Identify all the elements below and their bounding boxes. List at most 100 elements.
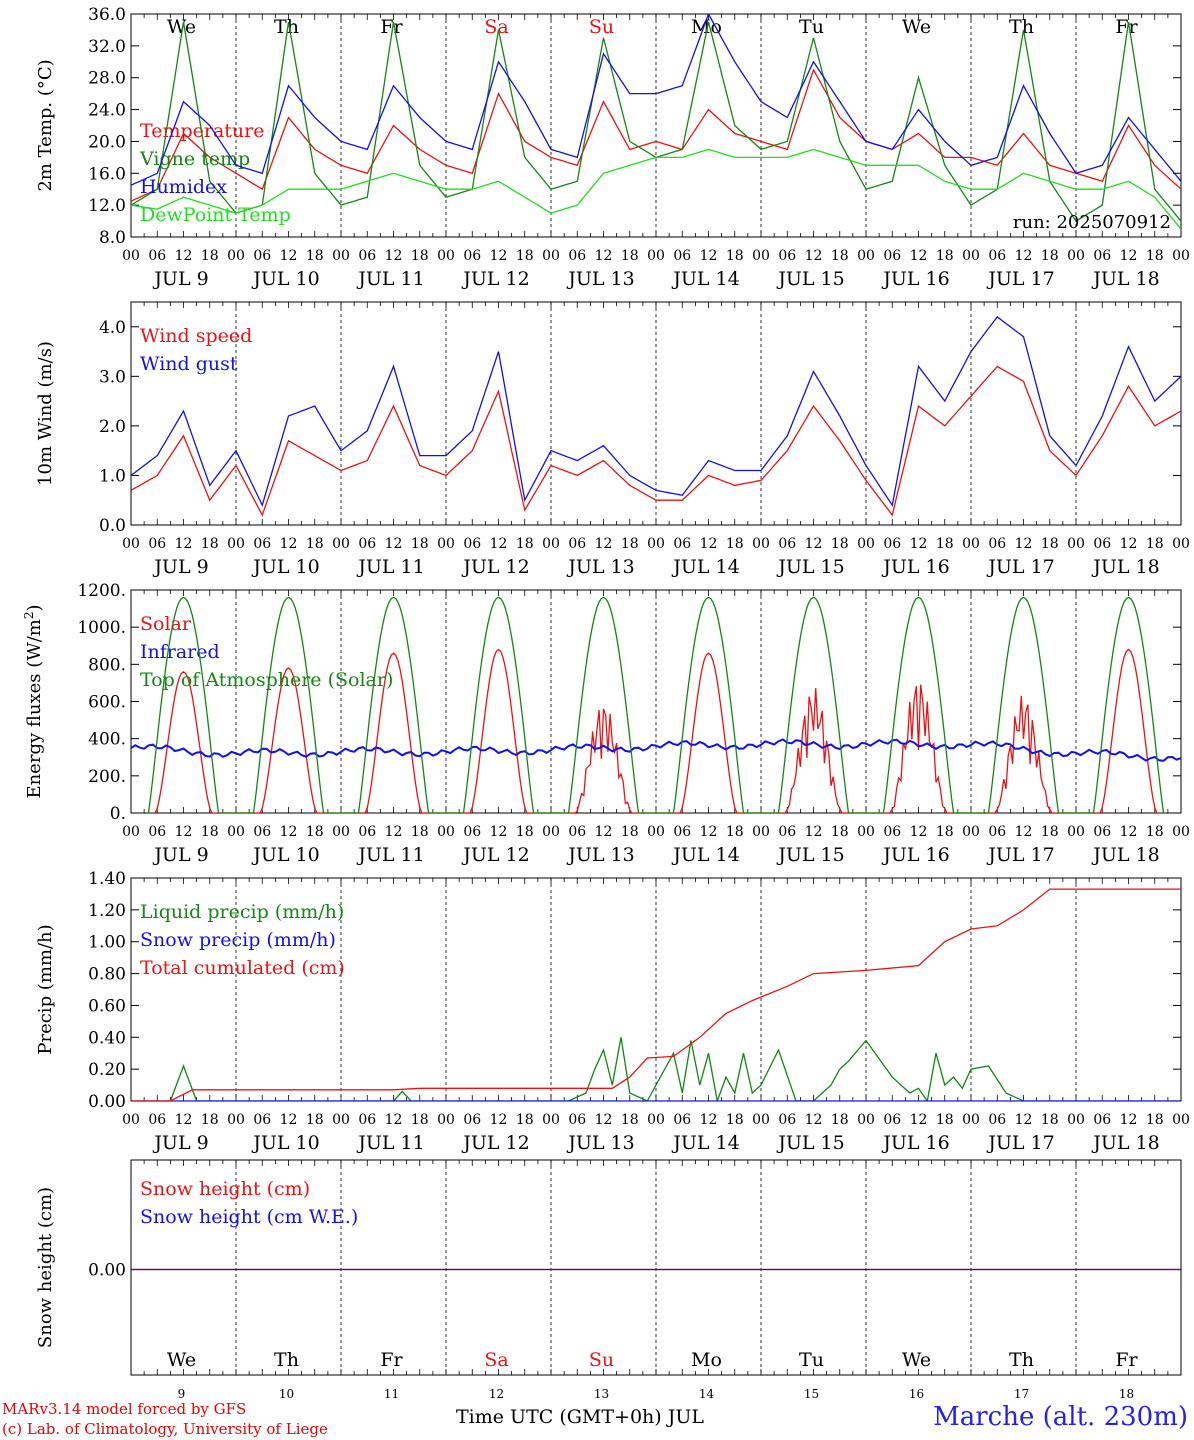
hour-label: 00 — [332, 824, 350, 840]
hour-label: 18 — [936, 536, 954, 552]
hour-label: 18 — [411, 824, 429, 840]
hour-label: 18 — [201, 536, 219, 552]
hour-label: 00 — [437, 824, 455, 840]
day-number-label: 14 — [699, 1387, 715, 1401]
weekday-label: Mo — [691, 16, 722, 38]
panel-5: 0.00 Snow height (cm) We Th Fr Sa Su Mo Tu We Th Fr… — [35, 1159, 1182, 1401]
hour-label: 12 — [385, 536, 403, 552]
date-label: JUL 13 — [566, 844, 634, 866]
y-tick-label: 1.20 — [88, 901, 126, 921]
hour-label: 12 — [700, 536, 718, 552]
hour-label: 00 — [332, 1112, 350, 1128]
y-axis-label: Snow height (cm) — [35, 1187, 56, 1348]
date-label: JUL 13 — [566, 268, 634, 290]
weekday-label: Fr — [380, 1349, 403, 1371]
weekday-label: Fr — [1115, 16, 1138, 38]
weekday-label: We — [902, 16, 931, 38]
series-line — [131, 68, 1181, 202]
hour-label: 00 — [227, 536, 245, 552]
weekday-label: Fr — [380, 16, 403, 38]
date-label: JUL 14 — [671, 556, 739, 578]
y-tick-label: 1.00 — [88, 933, 126, 953]
weekday-label: We — [167, 16, 196, 38]
hour-label: 06 — [253, 248, 271, 264]
hour-label: 12 — [385, 1112, 403, 1128]
weekday-label: Th — [274, 1349, 299, 1371]
hour-label: 18 — [936, 248, 954, 264]
weekday-label: Fr — [1115, 1349, 1138, 1371]
day-number-label: 11 — [384, 1387, 399, 1401]
legend-entry: Wind gust — [140, 353, 238, 375]
hour-label: 12 — [175, 824, 193, 840]
hour-label: 06 — [988, 824, 1006, 840]
hour-label: 06 — [1093, 248, 1111, 264]
hour-label: 12 — [910, 1112, 928, 1128]
date-label: JUL 16 — [881, 1132, 949, 1154]
y-tick-label: 200. — [88, 767, 126, 787]
y-tick-label: 0.0 — [99, 516, 126, 536]
hour-label: 00 — [647, 824, 665, 840]
hour-label: 00 — [857, 824, 875, 840]
hour-label: 06 — [463, 1112, 481, 1128]
hour-label: 18 — [726, 824, 744, 840]
y-tick-label: 0.00 — [88, 1261, 126, 1281]
hour-label: 12 — [385, 824, 403, 840]
hour-label: 00 — [857, 248, 875, 264]
hour-label: 06 — [673, 536, 691, 552]
y-axis-label: Precip (mm/h) — [35, 924, 56, 1054]
date-label: JUL 12 — [461, 844, 529, 866]
plot-frame — [130, 589, 1182, 814]
weekday-label: Su — [589, 16, 614, 38]
y-tick-label: 36.0 — [88, 5, 126, 25]
model-credit: MARv3.14 model forced by GFS — [2, 1400, 247, 1418]
hour-label: 00 — [1067, 1112, 1085, 1128]
series-line — [131, 1037, 1181, 1101]
day-number-label: 18 — [1119, 1387, 1134, 1401]
hour-label: 18 — [411, 1112, 429, 1128]
hour-label: 18 — [1041, 536, 1059, 552]
hour-label: 06 — [148, 824, 166, 840]
hour-label: 12 — [1015, 824, 1033, 840]
date-label: JUL 12 — [461, 556, 529, 578]
hour-label: 12 — [490, 536, 508, 552]
hour-label: 12 — [595, 248, 613, 264]
hour-label: 00 — [647, 248, 665, 264]
hour-label: 00 — [1172, 1112, 1190, 1128]
panel-4: 0.00 0.20 0.40 0.60 0.80 1.00 1.20 1.40 Precip (… — [35, 869, 1190, 1154]
hour-label: 00 — [1172, 248, 1190, 264]
legend-entry: Humidex — [140, 176, 227, 198]
hour-label: 06 — [778, 536, 796, 552]
hour-label: 00 — [857, 1112, 875, 1128]
date-label: JUL 9 — [152, 844, 208, 866]
hour-label: 18 — [306, 1112, 324, 1128]
hour-label: 00 — [542, 536, 560, 552]
weekday-label: Sa — [484, 16, 508, 38]
hour-label: 12 — [595, 1112, 613, 1128]
hour-label: 18 — [1041, 1112, 1059, 1128]
hour-label: 12 — [280, 536, 298, 552]
hour-label: 18 — [516, 248, 534, 264]
hour-label: 18 — [1041, 824, 1059, 840]
hour-label: 00 — [437, 1112, 455, 1128]
hour-label: 00 — [122, 824, 140, 840]
date-label: JUL 9 — [152, 1132, 208, 1154]
series-line — [131, 148, 1181, 230]
hour-label: 06 — [148, 1112, 166, 1128]
hour-label: 12 — [280, 248, 298, 264]
time-axis-label: Time UTC (GMT+0h) JUL — [456, 1406, 704, 1428]
date-label: JUL 15 — [776, 844, 844, 866]
hour-label: 12 — [595, 824, 613, 840]
hour-label: 00 — [1172, 824, 1190, 840]
date-label: JUL 13 — [566, 1132, 634, 1154]
hour-label: 12 — [490, 1112, 508, 1128]
y-tick-label: 1000. — [77, 618, 126, 638]
hour-label: 18 — [936, 824, 954, 840]
hour-label: 00 — [752, 824, 770, 840]
hour-label: 12 — [175, 536, 193, 552]
hour-label: 06 — [568, 248, 586, 264]
hour-label: 06 — [673, 824, 691, 840]
hour-label: 00 — [122, 536, 140, 552]
hour-label: 00 — [647, 536, 665, 552]
hour-label: 00 — [332, 248, 350, 264]
hour-label: 12 — [805, 248, 823, 264]
